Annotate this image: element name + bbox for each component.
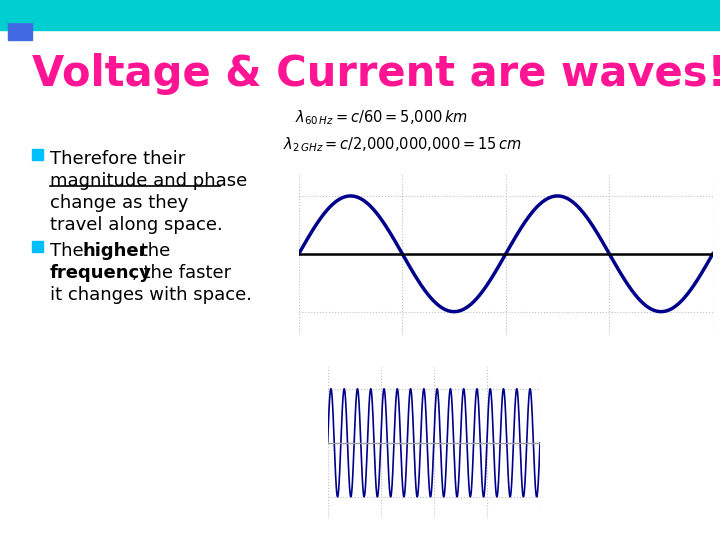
Bar [0, 0, 720, 30]
Text: travel along space.: travel along space. [50, 216, 222, 234]
Bar [8, 10, 32, 22]
Text: The: The [50, 242, 89, 260]
Text: higher: higher [83, 242, 148, 260]
Text: magnitude and phase: magnitude and phase [50, 172, 247, 190]
Text: Voltage & Current are waves!: Voltage & Current are waves! [32, 53, 720, 95]
Text: frequency: frequency [50, 264, 152, 282]
Bar [32, 149, 43, 160]
Text: change as they: change as they [50, 194, 189, 212]
Text: it changes with space.: it changes with space. [50, 286, 252, 304]
Text: the: the [135, 242, 170, 260]
Bar [8, 20, 32, 40]
Text: $\lambda_{2\,GHz} = c/2{,}000{,}000{,}000 = 15\,cm$: $\lambda_{2\,GHz} = c/2{,}000{,}000{,}00… [283, 135, 521, 154]
Text: , the faster: , the faster [132, 264, 231, 282]
Text: Therefore their: Therefore their [50, 150, 185, 168]
Bar [32, 241, 43, 252]
Text: $\lambda_{60\,Hz} = c/60 = 5{,}000\,km$: $\lambda_{60\,Hz} = c/60 = 5{,}000\,km$ [295, 108, 468, 127]
